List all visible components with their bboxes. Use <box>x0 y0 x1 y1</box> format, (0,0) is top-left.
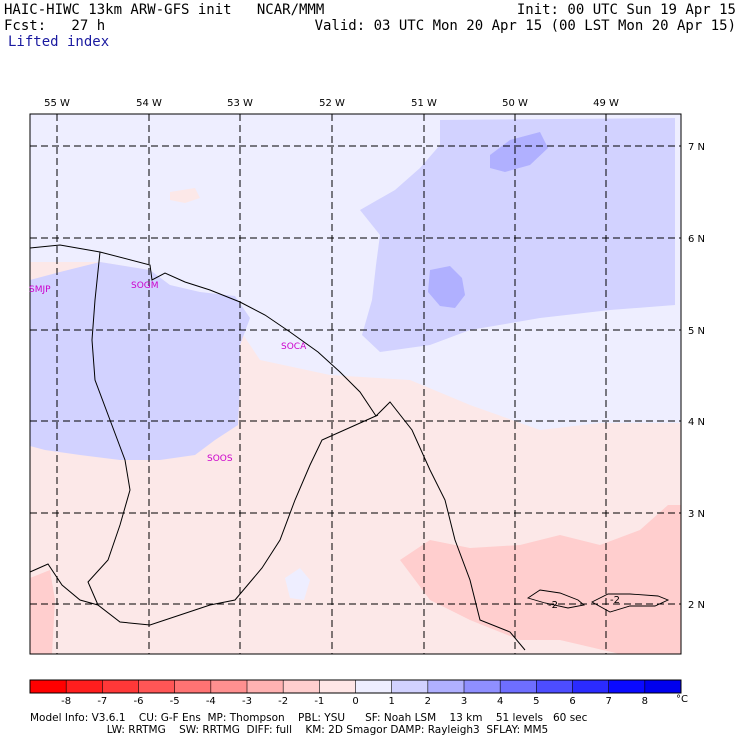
lon-label: 49 W <box>593 98 619 109</box>
guyana-blue-region <box>30 262 250 460</box>
station-label: SOOS <box>207 454 233 464</box>
colorbar-tick-label: 8 <box>642 696 648 707</box>
colorbar-tick-label: -1 <box>314 696 324 707</box>
colorbar-tick-label: 7 <box>605 696 611 707</box>
colorbar-unit: °C <box>676 694 688 705</box>
lon-label: 53 W <box>227 98 253 109</box>
model-info-line2: LW: RRTMG SW: RRTMG DIFF: full KM: 2D Sm… <box>30 724 549 736</box>
blue-core-north <box>490 132 548 172</box>
colorbar-swatch <box>102 680 139 693</box>
lat-label: 4 N <box>688 417 705 428</box>
lon-label: 55 W <box>44 98 70 109</box>
colorbar: -8 -7 -6 -5 -4 -3 -2 -1 0 1 2 3 4 5 6 7 8 <box>29 679 682 707</box>
colorbar-tick-label: 1 <box>388 696 394 707</box>
contour-label: -2 <box>610 595 620 606</box>
colorbar-swatch <box>572 680 610 693</box>
model-info-line1: Model Info: V3.6.1 CU: G-F Ens MP: Thomp… <box>30 712 588 724</box>
colorbar-tick-label: -2 <box>278 696 288 707</box>
contour-label: -2 <box>548 600 558 611</box>
colorbar-tick-label: 6 <box>569 696 575 707</box>
lon-label: 52 W <box>319 98 345 109</box>
colorbar-tick-label: 2 <box>425 696 431 707</box>
colorbar-swatch <box>500 680 537 693</box>
lon-label: 50 W <box>502 98 528 109</box>
station-label: SMJP <box>29 285 51 295</box>
colorbar-swatch <box>66 680 103 693</box>
colorbar-swatch <box>355 680 393 693</box>
map-frame <box>29 113 682 655</box>
colorbar-swatch <box>319 680 356 693</box>
colorbar-tick-label: 4 <box>497 696 503 707</box>
field-name: Lifted index <box>8 34 110 50</box>
colorbar-tick-label: -5 <box>170 696 180 707</box>
small-pink-patch <box>170 188 200 203</box>
lat-label: 6 N <box>688 234 705 245</box>
station-label: SOCA <box>281 342 307 352</box>
colorbar-swatch <box>174 680 212 693</box>
colorbar-tick-label: 0 <box>352 696 358 707</box>
colorbar-swatch <box>464 680 501 693</box>
blue-core <box>428 266 465 308</box>
colorbar-swatch <box>210 680 248 693</box>
lat-label: 3 N <box>688 509 705 520</box>
colorbar-tick-label: -8 <box>61 696 71 707</box>
colorbar-swatch <box>138 680 176 693</box>
colorbar-swatch <box>391 680 429 693</box>
small-pink-patch <box>316 390 350 420</box>
colorbar-swatch <box>30 680 67 693</box>
station-label: SOGM <box>131 281 159 291</box>
init-time: Init: 00 UTC Sun 19 Apr 15 <box>516 2 736 18</box>
lat-label: 2 N <box>688 600 705 611</box>
colorbar-tick-label: 5 <box>533 696 539 707</box>
colorbar-tick-label: -7 <box>97 696 107 707</box>
colorbar-swatch <box>536 680 573 693</box>
graticule <box>30 114 681 654</box>
colorbar-swatch <box>427 680 465 693</box>
coastline <box>29 244 526 651</box>
colorbar-swatch <box>283 680 320 693</box>
colorbar-swatch <box>608 680 646 693</box>
southeast-unstable-region <box>400 505 681 654</box>
valid-time: Valid: 03 UTC Mon 20 Apr 15 (00 LST Mon … <box>314 18 736 34</box>
colorbar-tick-label: 3 <box>461 696 467 707</box>
colorbar-tick-label: -6 <box>134 696 144 707</box>
border-brazil-guyana <box>29 563 99 606</box>
model-title: HAIC-HIWC 13km ARW-GFS init NCAR/MMM <box>4 2 325 18</box>
border-guyana-suriname <box>87 251 379 626</box>
colorbar-swatch <box>644 680 682 693</box>
lat-label: 7 N <box>688 142 705 153</box>
colorbar-swatch <box>247 680 284 693</box>
lon-label: 54 W <box>136 98 162 109</box>
colorbar-tick-label: -3 <box>242 696 252 707</box>
colorbar-tick-label: -4 <box>206 696 216 707</box>
contour-minus-2 <box>591 593 670 613</box>
small-blue-patch <box>285 568 310 600</box>
lat-label: 5 N <box>688 326 705 337</box>
forecast-hour: Fcst: 27 h <box>4 18 106 34</box>
southwest-unstable-region <box>30 570 55 654</box>
lon-label: 51 W <box>411 98 437 109</box>
